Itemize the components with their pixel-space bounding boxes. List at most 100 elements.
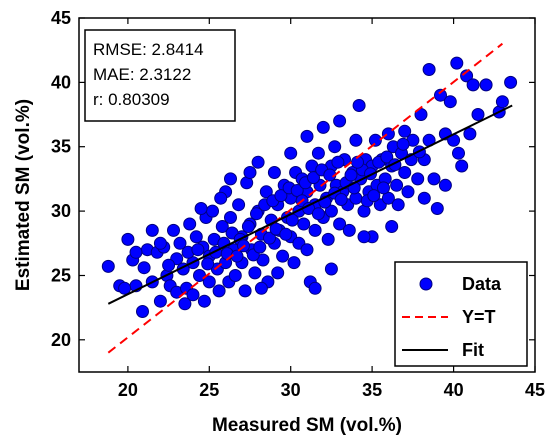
data-point	[398, 166, 412, 179]
stats-box-frame	[84, 29, 236, 122]
data-point	[333, 114, 347, 128]
legend-marker-data	[419, 277, 433, 291]
data-point	[311, 146, 325, 160]
y-tick-label: 40	[51, 72, 71, 92]
data-point	[254, 281, 268, 295]
data-point	[241, 220, 255, 233]
data-point	[307, 171, 320, 185]
data-point	[118, 281, 132, 295]
data-point	[417, 191, 431, 205]
data-point	[438, 178, 452, 192]
data-point	[101, 259, 115, 273]
data-point	[284, 146, 298, 160]
x-tick-label: 25	[199, 380, 219, 400]
data-point	[243, 166, 257, 179]
x-axis-label: Measured SM (vol.%)	[212, 415, 402, 436]
data-point	[136, 305, 149, 318]
data-point	[381, 127, 395, 141]
series-lines	[107, 42, 513, 354]
data-point	[385, 220, 399, 233]
rmse-text: RMSE: 2.8414	[93, 40, 204, 59]
data-point	[328, 140, 342, 154]
scatter-markers	[101, 56, 518, 318]
data-point	[214, 191, 228, 205]
legend-frame	[394, 261, 528, 367]
data-point	[121, 232, 135, 246]
data-point	[153, 294, 167, 308]
mae-text: MAE: 2.3122	[93, 65, 191, 84]
data-point	[137, 261, 151, 275]
data-point	[471, 108, 485, 121]
data-point	[274, 189, 288, 203]
data-point	[178, 297, 192, 311]
data-point	[162, 258, 176, 272]
data-point	[189, 230, 203, 244]
legend-label-yt: Y=T	[462, 307, 496, 327]
x-tick-label: 35	[362, 380, 382, 400]
data-point	[300, 243, 314, 257]
y-axis-ticks: 20 25 30 35 40 45	[51, 8, 535, 350]
data-point	[390, 178, 404, 192]
data-point	[173, 236, 187, 250]
data-point	[290, 184, 304, 197]
plot-frame	[78, 17, 536, 373]
data-point	[202, 275, 216, 289]
x-tick-label: 30	[281, 380, 301, 400]
y-tick-label: 20	[51, 330, 71, 350]
data-point	[344, 168, 358, 182]
data-point	[191, 243, 205, 257]
data-point	[206, 204, 219, 218]
data-point	[316, 120, 330, 134]
data-point	[381, 191, 395, 205]
data-point	[287, 256, 301, 270]
stats-box: RMSE: 2.8414 MAE: 2.3122 r: 0.80309	[84, 29, 236, 122]
data-point	[253, 240, 267, 254]
data-point	[368, 133, 382, 147]
data-point	[201, 257, 215, 271]
data-point	[238, 284, 252, 298]
data-point	[377, 181, 390, 195]
data-point	[215, 220, 229, 233]
legend-label-fit: Fit	[462, 340, 484, 360]
data-point	[427, 172, 441, 186]
data-point	[401, 185, 415, 199]
data-point	[367, 189, 381, 203]
data-point	[342, 223, 356, 237]
x-tick-label: 20	[118, 380, 138, 400]
data-point	[411, 172, 425, 186]
data-point	[479, 78, 493, 92]
data-point	[232, 198, 246, 212]
data-point	[297, 217, 311, 231]
r-text: r: 0.80309	[93, 90, 170, 109]
data-point	[197, 294, 211, 308]
x-tick-label: 40	[444, 380, 464, 400]
data-point	[153, 236, 167, 250]
data-point	[333, 217, 347, 231]
data-point	[324, 262, 338, 276]
data-point	[380, 150, 394, 164]
data-point	[212, 284, 226, 298]
data-point	[443, 95, 457, 109]
data-point	[224, 172, 237, 186]
data-point	[452, 146, 465, 160]
data-point	[276, 249, 290, 263]
data-point	[167, 223, 180, 237]
data-point	[434, 88, 447, 102]
legend-label-data: Data	[462, 274, 502, 294]
data-point	[267, 166, 281, 179]
data-point	[300, 129, 314, 143]
data-point	[129, 245, 143, 259]
data-point	[263, 231, 276, 245]
data-point	[271, 266, 285, 280]
data-point	[248, 266, 262, 280]
y-tick-label: 25	[51, 266, 71, 286]
y-axis-label: Estimated SM (vol.%)	[13, 99, 34, 291]
data-point	[334, 193, 348, 206]
data-point	[324, 204, 338, 218]
data-point	[250, 207, 263, 221]
data-point	[331, 155, 345, 169]
data-point	[308, 223, 322, 237]
y-equals-t-line	[107, 42, 504, 354]
x-axis-ticks: 20 25 30 35 40 45	[118, 18, 545, 400]
data-point	[145, 223, 159, 237]
